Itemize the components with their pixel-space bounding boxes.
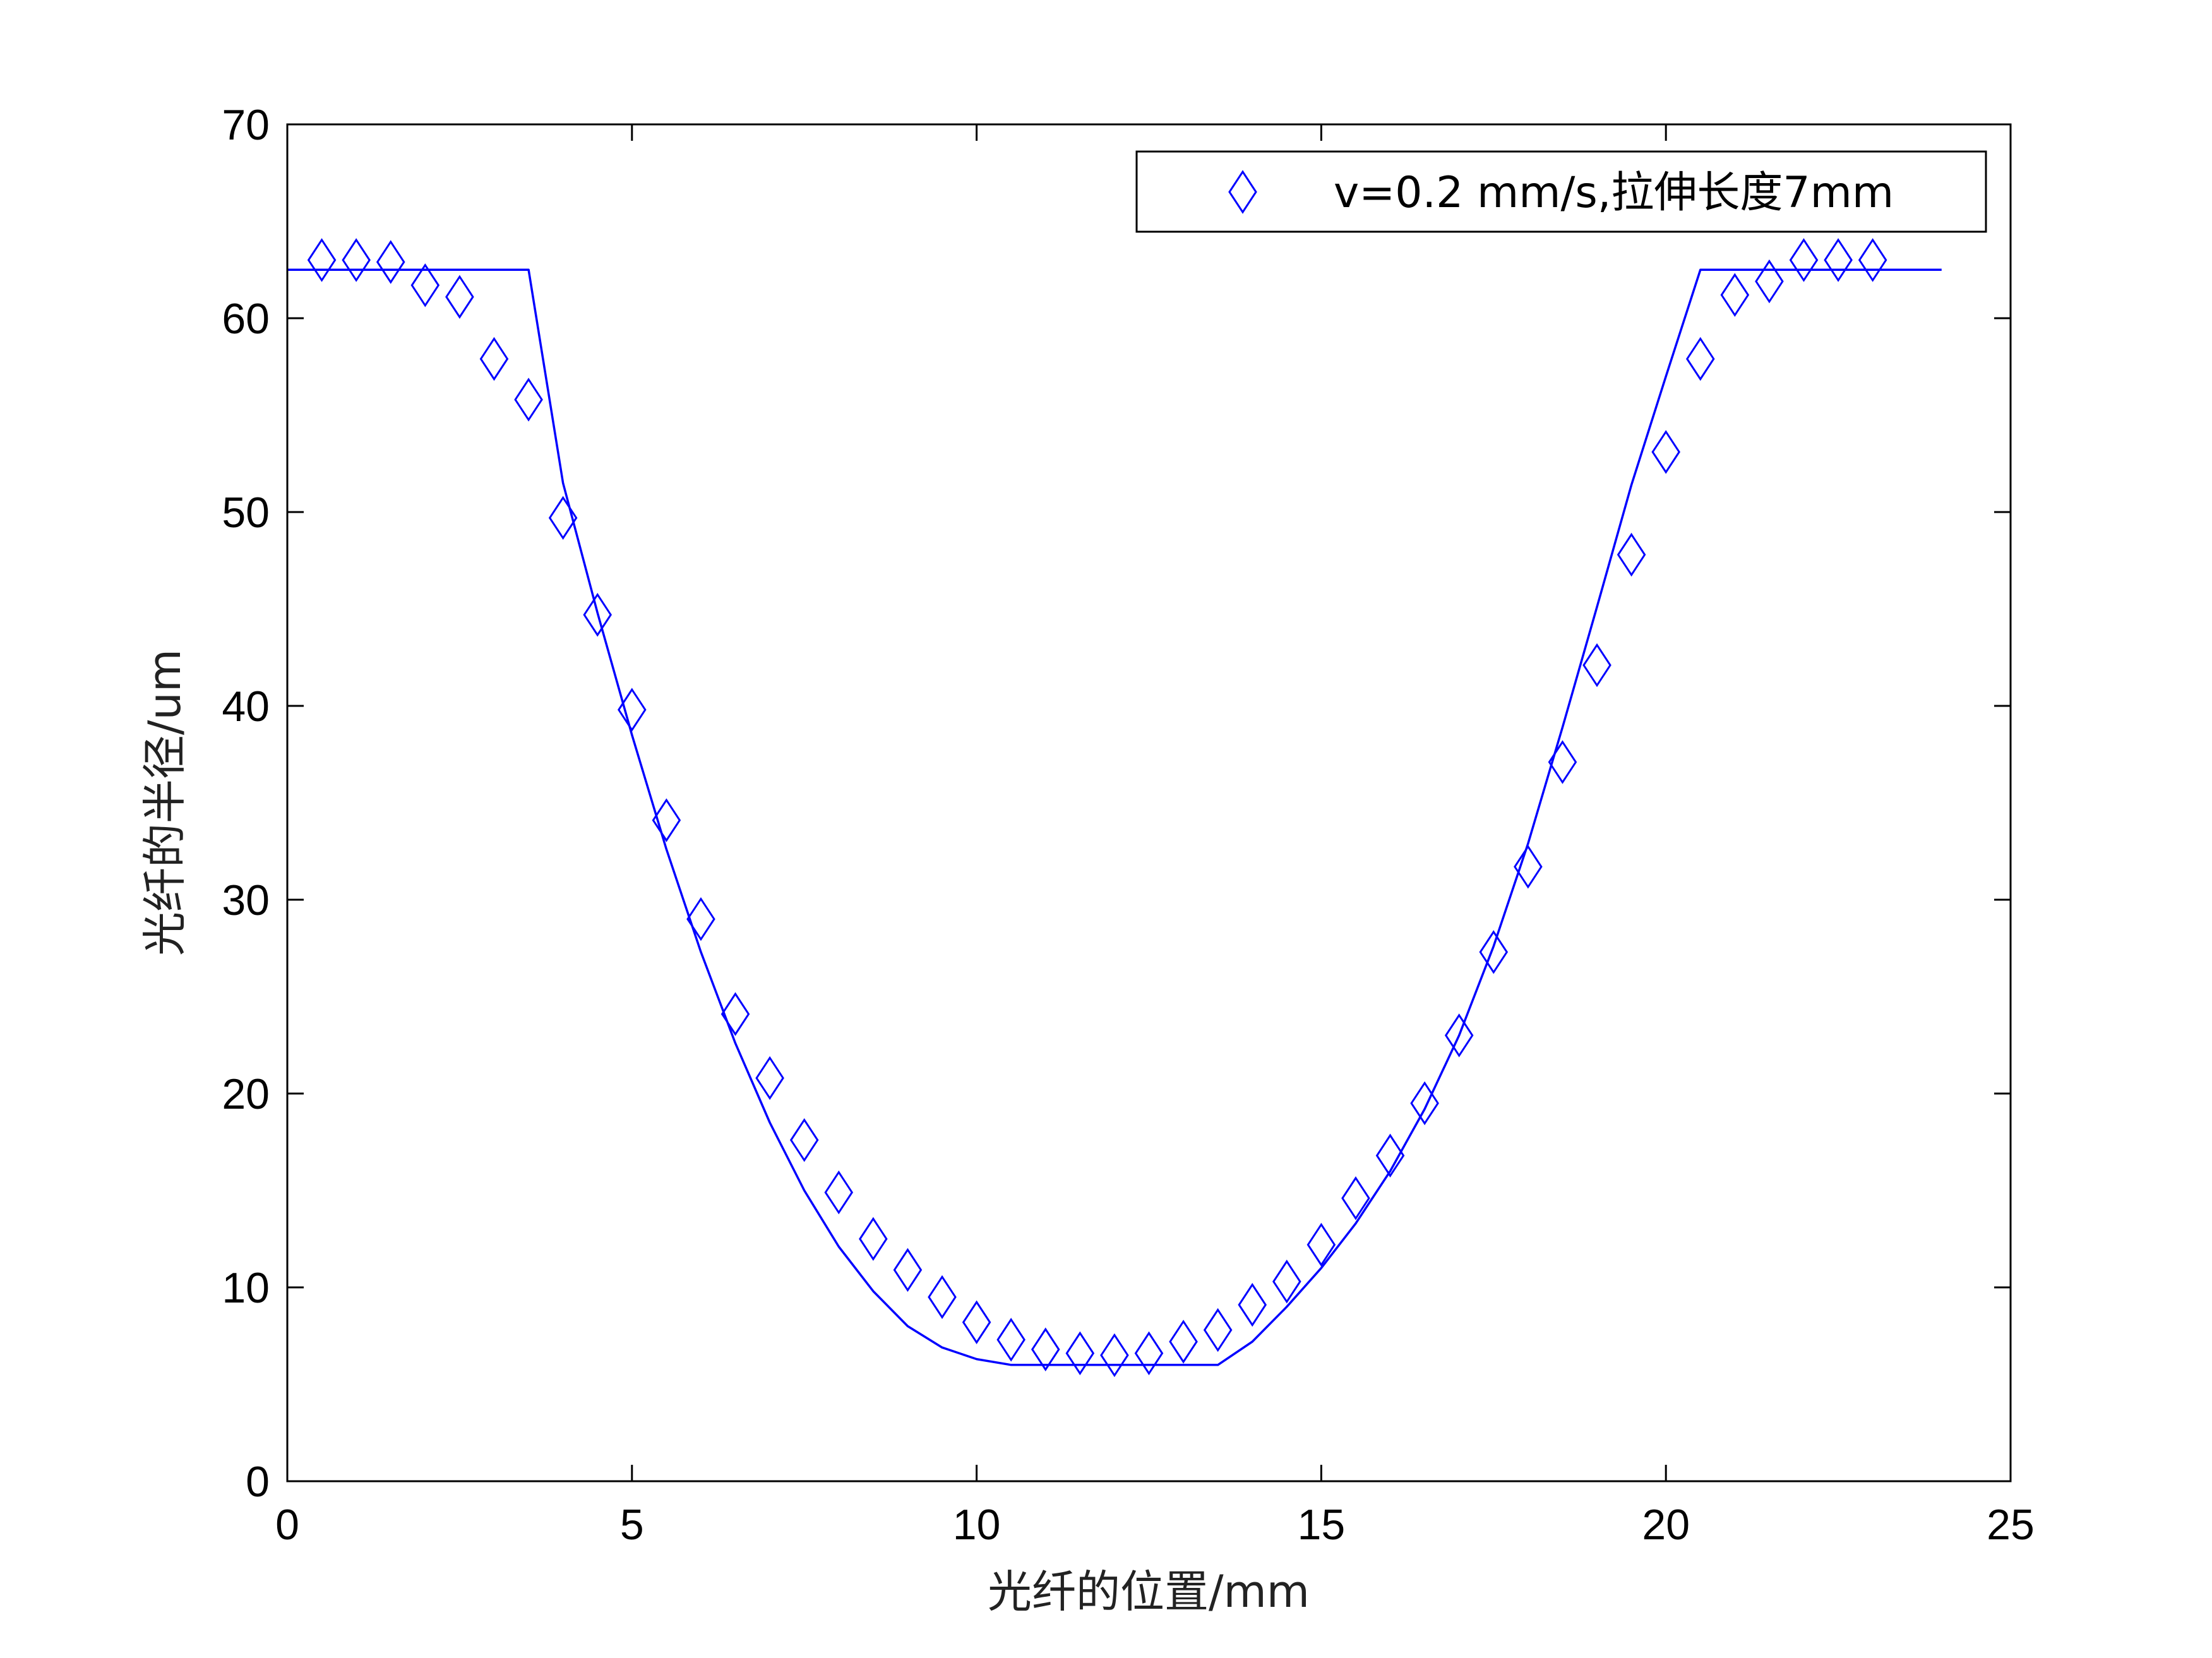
y-tick-label: 50 [222, 489, 270, 537]
data-point [548, 496, 578, 540]
data-point [1755, 259, 1784, 304]
data-point [928, 1275, 957, 1320]
data-point [755, 1056, 784, 1100]
x-tick-label: 10 [953, 1501, 1001, 1549]
y-axis-label: 光纤的半径/um [139, 649, 191, 956]
x-tick-label: 0 [275, 1501, 299, 1549]
x-tick-label: 25 [1987, 1501, 2035, 1549]
data-point [1272, 1260, 1301, 1304]
y-tick-label: 0 [246, 1458, 270, 1506]
y-tick-label: 30 [222, 876, 270, 924]
data-point [1789, 238, 1819, 282]
y-tick-label: 60 [222, 295, 270, 343]
data-point [1858, 238, 1887, 282]
data-point [342, 238, 371, 282]
data-point [514, 378, 543, 422]
data-point [410, 263, 440, 307]
legend-marker-diamond-icon [1228, 170, 1257, 214]
data-point [1203, 1308, 1233, 1352]
data-point [445, 275, 474, 319]
data-point [996, 1318, 1025, 1362]
legend-box [1135, 150, 1987, 233]
data-point [1720, 273, 1750, 317]
data-point [1100, 1333, 1129, 1378]
data-points-layer [307, 238, 1887, 1378]
data-point [1548, 740, 1577, 784]
data-point [1375, 1133, 1405, 1178]
data-point [686, 897, 715, 941]
y-tick-label: 20 [222, 1070, 270, 1118]
data-point [1238, 1282, 1267, 1327]
legend: v=0.2 mm/s,拉伸长度7mm [1135, 150, 1987, 233]
x-tick-labels: 0 5 10 15 20 25 [275, 1501, 2035, 1549]
data-point [962, 1300, 991, 1344]
data-point [479, 337, 509, 381]
data-point [583, 592, 613, 637]
y-tick-label: 10 [222, 1264, 270, 1312]
data-point [307, 238, 337, 282]
x-tick-label: 15 [1298, 1501, 1346, 1549]
data-point [893, 1248, 923, 1292]
data-point [1479, 930, 1509, 974]
data-point [789, 1118, 819, 1162]
x-tick-label: 20 [1642, 1501, 1690, 1549]
legend-label: v=0.2 mm/s,拉伸长度7mm [1334, 168, 1894, 218]
data-point [1651, 430, 1680, 474]
y-tick-label: 40 [222, 683, 270, 731]
data-point [1444, 1013, 1474, 1058]
data-point [618, 688, 647, 732]
data-point [1685, 337, 1715, 381]
data-point [1582, 643, 1611, 688]
data-point [859, 1217, 888, 1261]
x-axis-label: 光纤的位置/mm [988, 1566, 1310, 1618]
data-point [1134, 1331, 1164, 1376]
data-point [652, 798, 681, 842]
data-point [1617, 532, 1646, 577]
data-point [1169, 1320, 1198, 1364]
fit-line-layer [287, 268, 1942, 1366]
y-tick-labels: 0 10 20 30 40 50 60 70 [222, 101, 270, 1506]
data-point [720, 992, 750, 1036]
data-point [1514, 845, 1543, 889]
data-point [376, 240, 405, 284]
data-point [1341, 1176, 1370, 1220]
plot-frame [286, 123, 2012, 1482]
data-point [1031, 1327, 1060, 1371]
x-tick-label: 5 [620, 1501, 644, 1549]
data-point [1065, 1331, 1095, 1376]
data-point [1306, 1222, 1336, 1267]
y-tick-label: 70 [222, 101, 270, 149]
data-point [1410, 1081, 1439, 1126]
plot-background [287, 124, 2011, 1481]
fit-line [287, 268, 1942, 1366]
data-point [1824, 238, 1853, 282]
data-point [824, 1170, 854, 1215]
